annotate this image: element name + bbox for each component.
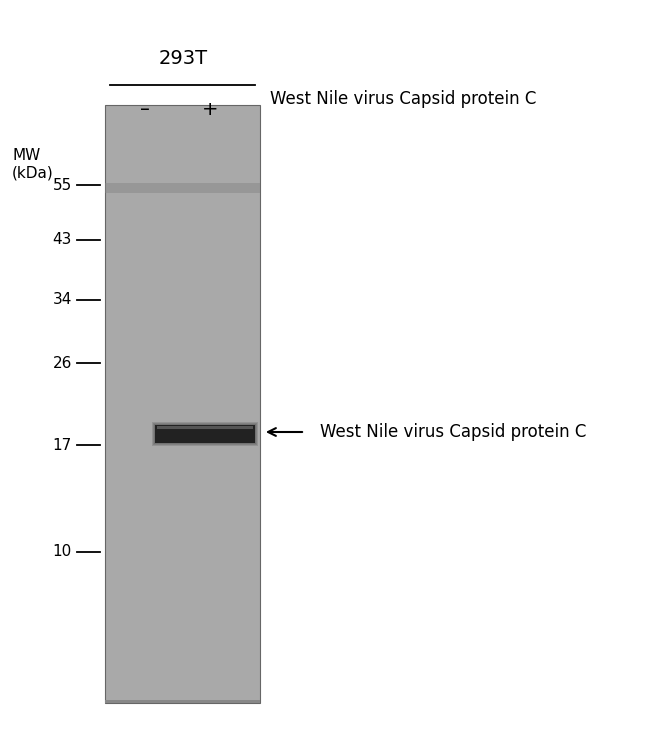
Text: West Nile virus Capsid protein C: West Nile virus Capsid protein C [270,90,536,108]
Bar [105,105,260,703]
Bar [155,425,255,443]
Text: 293T: 293T [159,49,207,68]
Bar [154,424,256,444]
Bar [157,426,253,429]
Text: MW
(kDa): MW (kDa) [12,148,54,181]
Text: –: – [140,100,150,119]
Bar [152,422,258,446]
Bar [105,700,260,703]
Bar [105,183,260,193]
Text: 43: 43 [53,232,72,247]
Text: 26: 26 [53,355,72,371]
Text: +: + [202,100,218,119]
Text: 10: 10 [53,545,72,559]
Text: 17: 17 [53,437,72,452]
Bar [153,423,257,445]
Text: 55: 55 [53,178,72,192]
Text: 34: 34 [53,292,72,308]
Text: West Nile virus Capsid protein C: West Nile virus Capsid protein C [320,423,586,441]
